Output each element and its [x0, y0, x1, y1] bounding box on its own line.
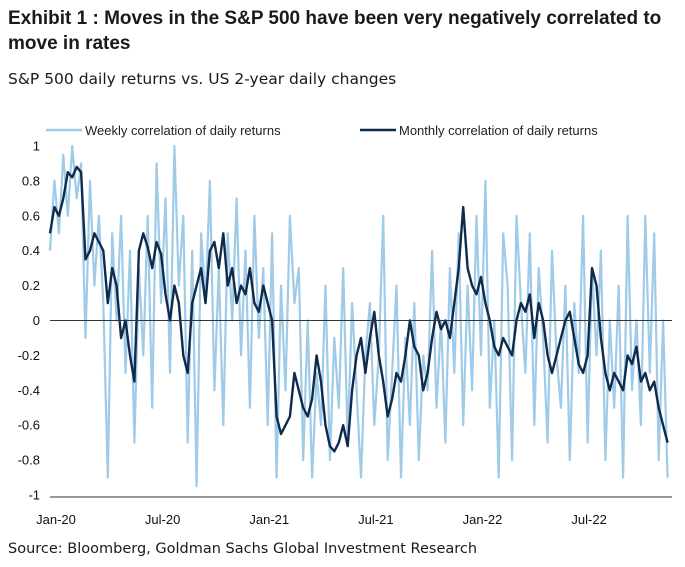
y-tick-label: 0.6: [22, 208, 40, 223]
weekly-correlation-line: [48, 144, 669, 488]
y-tick-label: -0.2: [18, 348, 40, 363]
legend-weekly-label: Weekly correlation of daily returns: [85, 123, 281, 138]
source-note: Source: Bloomberg, Goldman Sachs Global …: [8, 541, 478, 557]
x-tick-label: Jul-22: [571, 512, 606, 527]
y-tick-label: 0.8: [22, 173, 40, 188]
series-lines: [48, 144, 669, 488]
y-tick-label: -0.4: [18, 383, 40, 398]
y-tick-label: -1: [28, 488, 40, 503]
y-tick-label: -0.6: [18, 418, 40, 433]
x-tick-label: Jan-21: [249, 512, 289, 527]
chart-subtitle: S&P 500 daily returns vs. US 2-year dail…: [8, 70, 397, 88]
y-tick-label: 0: [33, 313, 40, 328]
chart-title: Exhibit 1 : Moves in the S&P 500 have be…: [8, 8, 662, 54]
x-tick-label: Jan-22: [463, 512, 503, 527]
x-tick-label: Jul-21: [358, 512, 393, 527]
x-tick-label: Jan-20: [36, 512, 76, 527]
legend: Weekly correlation of daily returns Mont…: [46, 123, 598, 138]
y-tick-label: 0.2: [22, 278, 40, 293]
y-tick-label: 1: [33, 139, 40, 154]
legend-monthly-label: Monthly correlation of daily returns: [399, 123, 598, 138]
x-tick-label: Jul-20: [145, 512, 180, 527]
y-tick-label: -0.8: [18, 453, 40, 468]
x-axis-ticks: Jan-20 Jul-20 Jan-21 Jul-21 Jan-22 Jul-22: [36, 512, 607, 527]
monthly-correlation-line: [48, 165, 669, 453]
y-axis-ticks: 1 0.8 0.6 0.4 0.2 0 -0.2 -0.4 -0.6 -0.8 -1: [18, 139, 40, 503]
y-tick-label: 0.4: [22, 243, 40, 258]
